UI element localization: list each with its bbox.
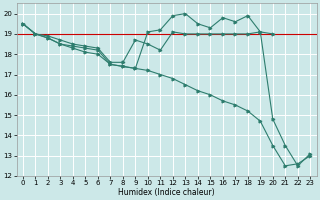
X-axis label: Humidex (Indice chaleur): Humidex (Indice chaleur)	[118, 188, 215, 197]
